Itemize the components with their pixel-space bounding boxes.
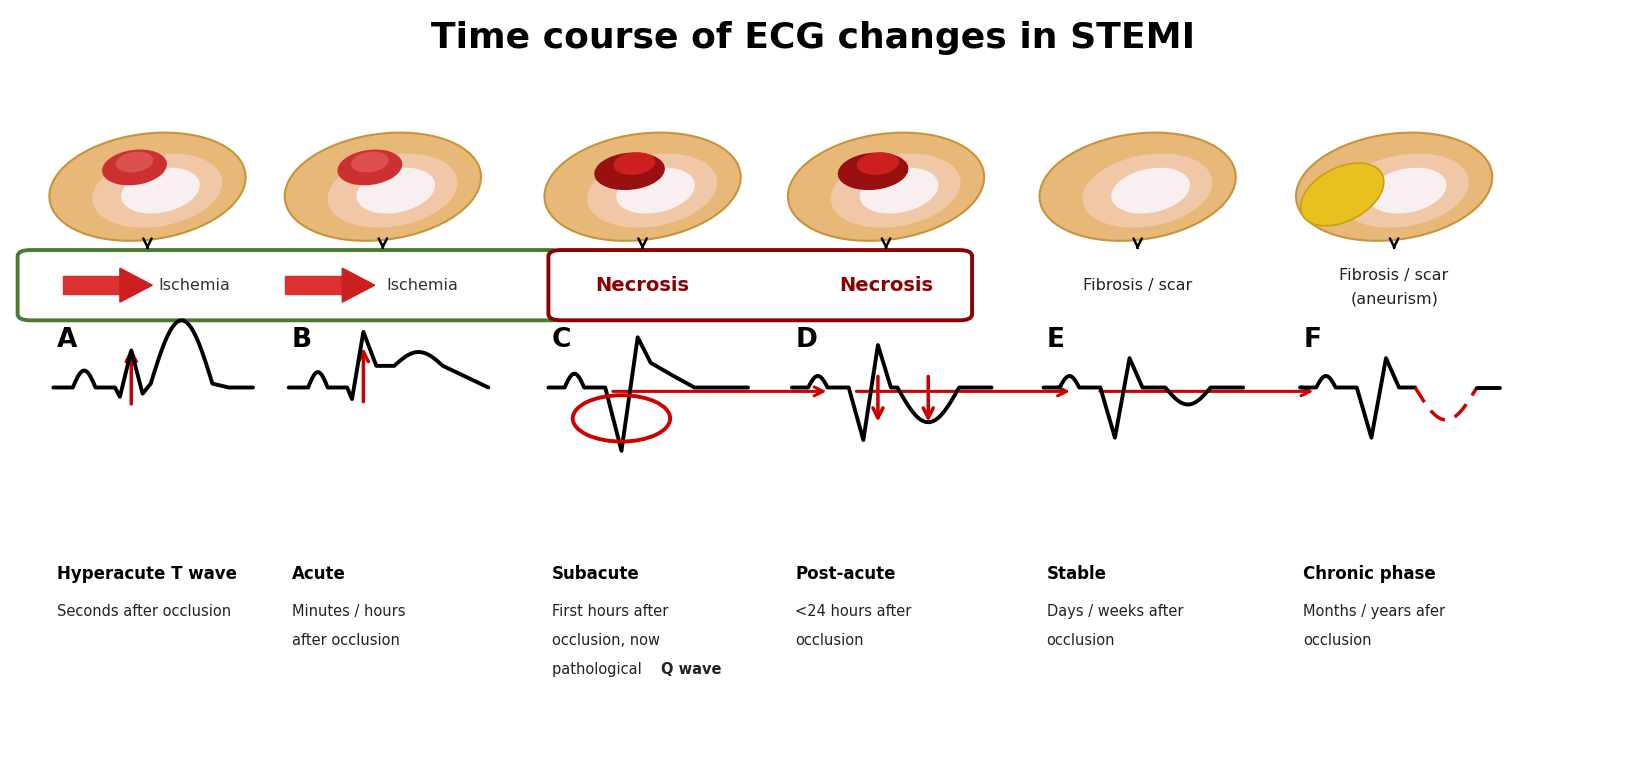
- Text: C: C: [551, 327, 571, 353]
- Ellipse shape: [1367, 167, 1447, 213]
- Text: B: B: [293, 327, 312, 353]
- Text: Stable: Stable: [1047, 565, 1107, 583]
- Ellipse shape: [1083, 153, 1213, 228]
- Text: A: A: [57, 327, 76, 353]
- Polygon shape: [120, 268, 153, 302]
- Polygon shape: [341, 268, 374, 302]
- Text: Post-acute: Post-acute: [795, 565, 896, 583]
- Ellipse shape: [338, 150, 402, 185]
- Ellipse shape: [587, 153, 717, 228]
- Ellipse shape: [285, 133, 481, 241]
- Text: Q wave: Q wave: [662, 663, 722, 677]
- Ellipse shape: [115, 152, 153, 173]
- Text: Fibrosis / scar: Fibrosis / scar: [1083, 277, 1192, 293]
- Text: Ischemia: Ischemia: [159, 277, 231, 293]
- Ellipse shape: [1296, 133, 1493, 241]
- Text: F: F: [1302, 327, 1322, 353]
- Text: Hyperacute T wave: Hyperacute T wave: [57, 565, 236, 583]
- Text: Fibrosis / scar: Fibrosis / scar: [1340, 268, 1449, 284]
- Ellipse shape: [1301, 163, 1384, 226]
- Text: occlusion: occlusion: [1302, 633, 1372, 648]
- Text: Necrosis: Necrosis: [595, 276, 689, 294]
- Ellipse shape: [49, 133, 246, 241]
- Text: occlusion: occlusion: [1047, 633, 1115, 648]
- Ellipse shape: [789, 133, 984, 241]
- Ellipse shape: [102, 150, 167, 185]
- Ellipse shape: [120, 167, 200, 213]
- Text: Ischemia: Ischemia: [385, 277, 459, 293]
- Ellipse shape: [837, 153, 909, 190]
- Text: occlusion, now: occlusion, now: [551, 633, 660, 648]
- Text: Time course of ECG changes in STEMI: Time course of ECG changes in STEMI: [431, 21, 1195, 55]
- Ellipse shape: [356, 167, 436, 213]
- Text: Months / years afer: Months / years afer: [1302, 604, 1446, 618]
- Ellipse shape: [1039, 133, 1236, 241]
- Text: E: E: [1047, 327, 1065, 353]
- Ellipse shape: [831, 153, 961, 228]
- Text: Acute: Acute: [293, 565, 346, 583]
- Text: Chronic phase: Chronic phase: [1302, 565, 1436, 583]
- Ellipse shape: [327, 153, 457, 228]
- Ellipse shape: [616, 167, 694, 213]
- Text: D: D: [795, 327, 816, 353]
- Text: First hours after: First hours after: [551, 604, 668, 618]
- Ellipse shape: [593, 153, 665, 190]
- Ellipse shape: [545, 133, 741, 241]
- Text: Subacute: Subacute: [551, 565, 639, 583]
- Ellipse shape: [1338, 153, 1468, 228]
- Text: <24 hours after: <24 hours after: [795, 604, 912, 618]
- Text: (aneurism): (aneurism): [1350, 291, 1437, 307]
- Text: pathological: pathological: [551, 663, 646, 677]
- Polygon shape: [63, 276, 120, 294]
- Text: Days / weeks after: Days / weeks after: [1047, 604, 1184, 618]
- Ellipse shape: [613, 153, 655, 175]
- Text: Necrosis: Necrosis: [839, 276, 933, 294]
- Polygon shape: [286, 276, 341, 294]
- Ellipse shape: [351, 152, 389, 173]
- Text: occlusion: occlusion: [795, 633, 863, 648]
- Text: after occlusion: after occlusion: [293, 633, 400, 648]
- Ellipse shape: [93, 153, 223, 228]
- Text: Seconds after occlusion: Seconds after occlusion: [57, 604, 231, 618]
- FancyBboxPatch shape: [18, 250, 563, 320]
- Text: Minutes / hours: Minutes / hours: [293, 604, 405, 618]
- FancyBboxPatch shape: [548, 250, 972, 320]
- Ellipse shape: [860, 167, 938, 213]
- Ellipse shape: [857, 153, 899, 175]
- Ellipse shape: [1111, 167, 1190, 213]
